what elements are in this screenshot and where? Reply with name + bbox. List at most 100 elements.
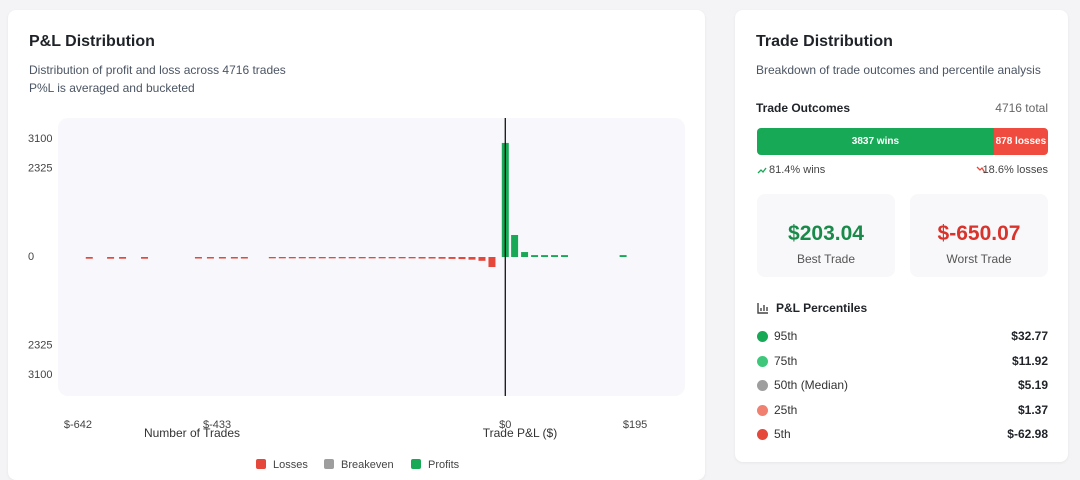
percentile-value: $5.19 [1017,378,1048,392]
percentile-row: 95th $32.77 [757,328,1048,346]
outcome-segment: 878 losses [993,128,1048,155]
y-tick-label: 2325 [28,162,52,174]
bar [218,257,226,259]
y-tick-label: 3100 [28,133,52,145]
bar [141,257,149,259]
bar [511,234,519,257]
bar [458,257,466,260]
percentile-row: 50th (Median) $5.19 [757,377,1048,395]
subtitle: P%L is averaged and bucketed [29,81,195,95]
percentile-name: 50th (Median) [774,378,849,392]
percentile-dot [757,404,768,416]
subtitle: Breakdown of trade outcomes and percenti… [756,63,1041,77]
legend-label: Losses [273,459,308,471]
bar [240,257,248,259]
bar [368,257,376,259]
y-tick-label: 2325 [28,339,52,351]
percentile-name: 95th [774,329,798,343]
legend-swatch [324,459,334,469]
y-tick-label: 3100 [28,369,52,381]
best-value: $203.04 [788,222,864,245]
section-heading: P&L Percentiles [776,301,868,315]
worst-card: $-650.07 Worst Trade [910,194,1048,277]
bar [288,257,296,259]
bar [531,255,539,257]
bar [358,257,366,259]
best-card: $203.04 Best Trade [757,194,895,277]
bar [408,257,416,259]
bar [338,257,346,259]
bar [478,257,486,261]
worst-value: $-650.07 [937,222,1021,245]
card-title: Trade Distribution [756,33,893,50]
percentile-row: 25th $1.37 [757,402,1048,420]
percentile-value: $1.37 [1017,402,1048,417]
percentile-row: 5th $-62.98 [757,426,1048,444]
percentile-value: $32.77 [1011,329,1048,343]
bar [318,257,326,259]
bar [268,257,276,259]
worst-label: Worst Trade [946,252,1012,266]
card-title: P&L Distribution [29,33,155,50]
bar [348,257,356,259]
outcome-bar: 3837 wins 878 losses [757,128,1048,155]
bar [206,257,214,259]
bar [388,257,396,259]
bar [278,257,286,259]
bar [541,255,549,257]
bar [308,257,316,259]
bar [619,255,627,257]
percentile-name: 5th [774,427,791,441]
percentile-value: $-62.98 [1007,427,1048,441]
bar [194,257,202,259]
bar [521,252,529,257]
legend-swatch [411,459,421,469]
bar [418,257,426,259]
percentile-dot [757,331,768,342]
chart: Number of Trades Trade P&L ($) 3100 2325 0… [28,118,648,471]
x-tick-label: $-433 [203,419,231,431]
percentile-dot [757,355,768,367]
percentile-name: 25th [774,402,798,417]
bar [561,255,569,257]
down-icon [976,166,986,174]
outcome-segment: 3837 wins [757,128,994,155]
win-pct: 81.4% wins [769,164,826,176]
percentile-row: 75th $11.92 [757,353,1048,371]
bar [378,257,386,259]
bar [230,257,238,259]
bar [438,257,446,259]
y-tick-label: 0 [28,251,34,263]
bar [328,257,336,259]
subtitle: Distribution of profit and loss across 4… [29,63,286,77]
x-tick-label: $195 [623,419,647,431]
bar [428,257,436,259]
percentile-dot [757,429,768,440]
bar [119,257,127,259]
bar [488,257,496,268]
x-tick-label: $0 [499,419,511,431]
legend-swatch [256,459,266,469]
loss-pct: 18.6% losses [982,164,1048,176]
bar [398,257,406,259]
percentile-name: 75th [774,353,798,368]
bar [85,257,93,259]
percentile-value: $11.92 [1011,353,1048,368]
y-axis-label: Number of Trades [144,426,240,440]
section-heading: Trade Outcomes [756,101,851,115]
legend-label: Breakeven [341,459,394,471]
bar [298,257,306,259]
x-axis-label: Trade P&L ($) [483,426,557,440]
bar [468,257,476,260]
best-label: Best Trade [796,252,856,266]
legend-label: Profits [428,459,460,471]
up-icon [757,167,767,174]
bar [107,257,115,259]
percentile-dot [757,380,768,391]
total: 4716 total [995,101,1048,115]
bar [448,257,456,259]
chart-icon [757,303,768,314]
bar [551,255,559,257]
x-tick-label: $-642 [64,419,92,431]
